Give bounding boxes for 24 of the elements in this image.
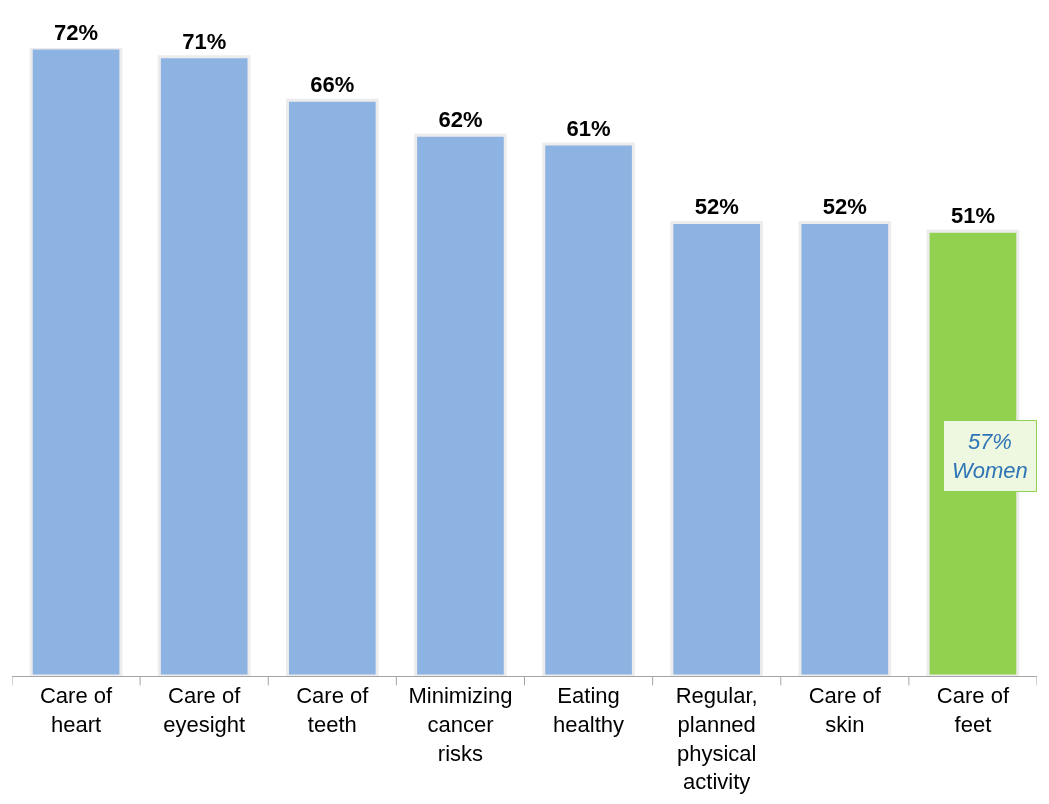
data-label: 61% <box>566 115 611 141</box>
x-tick-label: Care of eyesight <box>163 683 246 737</box>
data-label: 62% <box>438 107 483 133</box>
bar <box>542 142 635 676</box>
data-label: 66% <box>310 72 355 98</box>
data-label: 52% <box>694 194 739 220</box>
bar <box>29 48 123 676</box>
bar <box>157 55 251 676</box>
bar <box>670 220 764 676</box>
x-tick-label: Care of teeth <box>296 683 370 737</box>
x-tick-label: Eating healthy <box>553 683 625 737</box>
x-tick-label: Care of heart <box>39 683 114 737</box>
annotation: 57% Women <box>952 429 1028 483</box>
x-tick-label: Minimizing cancer risks <box>408 683 513 766</box>
data-label: 72% <box>54 20 99 45</box>
data-label: 52% <box>822 194 867 220</box>
x-tick-label: Care of skin <box>808 683 882 737</box>
x-tick-label: Care of feet <box>936 683 1010 737</box>
x-tick-label: Regular, planned physical activity <box>675 683 758 795</box>
data-label: 51% <box>950 203 995 229</box>
bar <box>798 220 892 676</box>
data-label: 71% <box>182 28 227 54</box>
bar <box>414 133 507 676</box>
bar <box>285 98 379 676</box>
